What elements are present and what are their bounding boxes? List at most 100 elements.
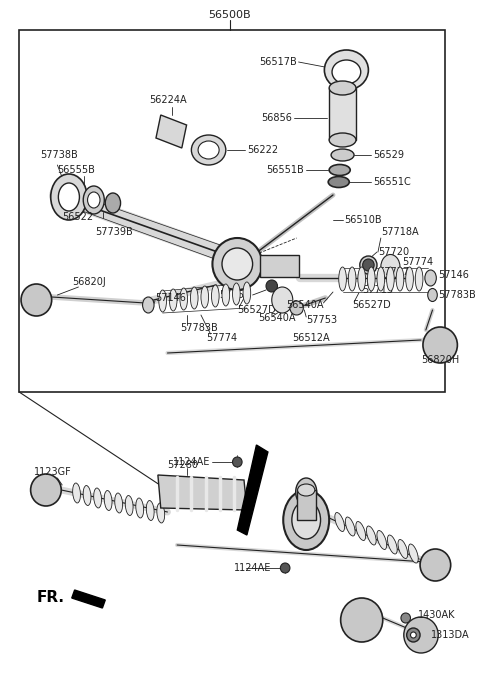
Ellipse shape [408,544,418,563]
Text: 56820H: 56820H [421,355,459,365]
Circle shape [420,549,451,581]
Ellipse shape [192,135,226,165]
Text: 56510B: 56510B [345,215,382,225]
Ellipse shape [298,484,315,496]
Ellipse shape [396,267,404,291]
Ellipse shape [213,238,262,290]
Text: 56551B: 56551B [266,165,304,175]
Bar [260,255,299,277]
Text: 56856: 56856 [261,113,292,123]
Text: 56517B: 56517B [259,57,297,67]
Ellipse shape [159,290,167,312]
Polygon shape [72,590,105,608]
Ellipse shape [232,283,240,305]
Ellipse shape [105,193,120,213]
Text: 56222: 56222 [247,145,278,155]
Ellipse shape [292,501,321,539]
Text: 57783B: 57783B [180,323,217,333]
Ellipse shape [104,491,112,510]
Circle shape [280,563,290,573]
Ellipse shape [386,267,394,291]
Ellipse shape [366,526,376,545]
Polygon shape [237,445,268,535]
Polygon shape [156,115,187,148]
Text: 57757: 57757 [219,290,251,300]
Ellipse shape [87,192,100,208]
Ellipse shape [332,60,361,84]
Text: 57774: 57774 [206,333,237,343]
Ellipse shape [358,267,366,291]
Ellipse shape [406,267,413,291]
Ellipse shape [136,498,144,518]
Text: 56540A: 56540A [258,313,296,323]
Ellipse shape [201,286,209,308]
Ellipse shape [339,267,347,291]
Text: 57739B: 57739B [96,227,133,237]
Text: 57774: 57774 [402,257,433,267]
Text: 57718A: 57718A [381,227,419,237]
Text: 57783B: 57783B [438,290,476,300]
Ellipse shape [398,539,408,558]
Ellipse shape [381,254,400,279]
Ellipse shape [329,133,356,147]
Circle shape [165,124,180,140]
Ellipse shape [83,485,91,506]
Ellipse shape [115,493,122,513]
Text: 1123GF: 1123GF [34,467,71,477]
Text: 56224A: 56224A [150,95,187,105]
Ellipse shape [83,186,104,214]
Ellipse shape [296,478,317,506]
Ellipse shape [94,488,101,508]
Ellipse shape [328,176,349,187]
Circle shape [31,474,61,506]
Ellipse shape [387,535,397,554]
Circle shape [290,301,303,315]
Text: 56820J: 56820J [72,277,106,287]
Ellipse shape [335,512,345,531]
Ellipse shape [212,285,219,307]
Ellipse shape [329,81,356,95]
Text: 1124AE: 1124AE [173,457,211,467]
Circle shape [341,598,383,642]
Text: 57280: 57280 [168,460,198,470]
Circle shape [363,259,374,271]
Text: 56527D: 56527D [237,305,276,315]
Ellipse shape [324,50,368,90]
Ellipse shape [425,270,436,286]
Ellipse shape [348,267,356,291]
Ellipse shape [360,256,377,274]
Ellipse shape [59,183,79,211]
Circle shape [404,617,438,653]
Text: 56551C: 56551C [373,177,411,187]
Ellipse shape [222,284,229,306]
Text: 1124AE: 1124AE [234,563,272,573]
Ellipse shape [272,287,293,313]
Ellipse shape [146,500,154,521]
Text: 57146: 57146 [438,270,469,280]
Ellipse shape [331,149,354,161]
Circle shape [266,280,277,292]
Text: 56522: 56522 [62,212,93,222]
Ellipse shape [329,164,350,176]
Ellipse shape [157,503,165,523]
Circle shape [401,613,410,623]
Text: 56555B: 56555B [58,165,96,175]
Ellipse shape [191,287,198,309]
Ellipse shape [368,267,375,291]
Text: 56529: 56529 [373,150,404,160]
Ellipse shape [198,141,219,159]
Text: 56500B: 56500B [208,10,251,20]
Ellipse shape [243,282,251,304]
Text: 1430AK: 1430AK [418,610,456,620]
Polygon shape [158,475,247,510]
Text: 57720: 57720 [378,247,409,257]
Circle shape [423,327,457,363]
Text: FR.: FR. [36,589,64,604]
Ellipse shape [169,289,177,311]
Circle shape [232,457,242,467]
Ellipse shape [428,289,437,301]
Ellipse shape [356,521,366,541]
Ellipse shape [125,496,133,516]
Bar [297,490,316,520]
Text: 57146: 57146 [155,293,186,303]
